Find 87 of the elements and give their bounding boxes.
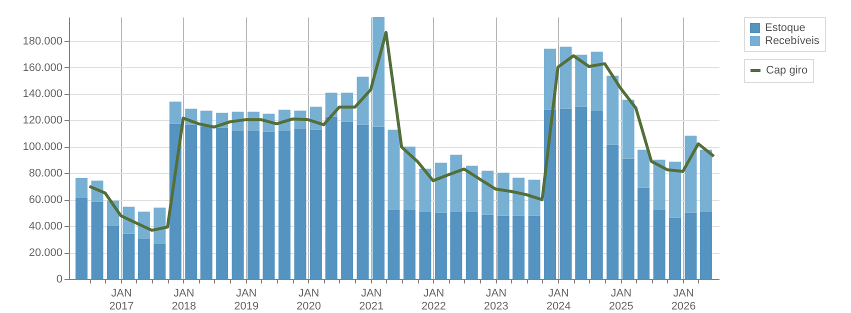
y-tick-label: 60.000: [28, 194, 62, 206]
legend-label: Estoque: [765, 22, 806, 34]
y-tick-label: 80.000: [28, 168, 62, 180]
bar: [622, 158, 634, 279]
bar: [278, 130, 290, 279]
x-tick-label: JAN 2023: [484, 288, 508, 312]
x-tick-label: JAN 2018: [172, 288, 196, 312]
bar: [638, 188, 650, 279]
bar: [653, 160, 666, 210]
bar: [497, 172, 510, 216]
y-tick-label: 100.000: [22, 141, 62, 154]
bar: [450, 154, 462, 212]
x-tick-label: JAN 2021: [359, 288, 384, 312]
bar: [606, 76, 619, 145]
bar: [466, 166, 478, 212]
bar: [606, 144, 619, 279]
bar: [482, 170, 494, 215]
y-tick-label: 0: [56, 274, 62, 286]
bar: [356, 124, 369, 279]
bar: [91, 202, 104, 279]
bar: [169, 102, 182, 124]
bar: [700, 212, 712, 279]
bar: [248, 130, 260, 279]
bar: [434, 162, 447, 213]
line-series: [88, 30, 716, 232]
x-tick-label: JAN 2017: [109, 288, 134, 312]
bar: [138, 238, 150, 279]
bar: [684, 212, 697, 279]
bar: [106, 226, 119, 279]
y-tick-label: 20.000: [28, 247, 62, 260]
bar: [622, 100, 634, 159]
bar: [512, 216, 525, 279]
bar: [466, 212, 478, 279]
y-tick-label: 180.000: [22, 35, 62, 48]
bar: [528, 180, 540, 216]
bar: [497, 216, 510, 279]
bar: [388, 210, 400, 279]
bar: [154, 208, 166, 244]
bar: [200, 126, 212, 279]
bar: [482, 214, 494, 279]
legend-label: Recebíveis: [765, 35, 820, 47]
bar: [669, 218, 682, 279]
bar: [575, 54, 588, 107]
bar: [403, 210, 416, 279]
x-tick-label: JAN 2026: [671, 288, 696, 312]
bar: [388, 130, 400, 210]
y-tick-label: 40.000: [28, 220, 62, 233]
bar: [310, 130, 322, 279]
y-tick-label: 140.000: [22, 88, 62, 100]
bar: [528, 216, 540, 279]
bar: [590, 110, 603, 279]
bar: [575, 106, 588, 279]
bar: [325, 116, 338, 279]
bar: [653, 210, 666, 279]
bar: [76, 178, 88, 198]
bar: [638, 150, 650, 188]
bar: [185, 124, 198, 279]
bar: [122, 234, 135, 279]
x-tick-label: JAN 2025: [608, 288, 634, 312]
x-tick-label: JAN 2019: [234, 288, 259, 312]
bar: [512, 178, 525, 216]
bar: [372, 126, 385, 279]
bar: [356, 76, 369, 125]
bar: [700, 150, 712, 212]
bar: [419, 212, 432, 279]
bar: [341, 122, 354, 279]
y-tick-label: 160.000: [22, 62, 62, 74]
bar: [232, 130, 244, 279]
bar: [262, 132, 275, 279]
bar: [669, 162, 682, 218]
bar: [216, 128, 228, 279]
bar: [684, 136, 697, 213]
x-tick-label: JAN 2024: [546, 288, 571, 312]
bar: [560, 108, 572, 279]
bar: [76, 198, 88, 279]
bar: [434, 212, 447, 279]
bar: [560, 46, 572, 109]
bar: [450, 212, 462, 279]
bar: [590, 52, 603, 111]
bar: [154, 244, 166, 279]
bar: [419, 168, 432, 212]
legend-label: Cap giro: [766, 64, 808, 76]
bar: [403, 146, 416, 210]
y-tick-label: 120.000: [22, 114, 62, 127]
x-tick-label: JAN 2022: [422, 288, 446, 312]
x-tick-label: JAN 2020: [296, 288, 321, 312]
bar: [294, 128, 306, 279]
